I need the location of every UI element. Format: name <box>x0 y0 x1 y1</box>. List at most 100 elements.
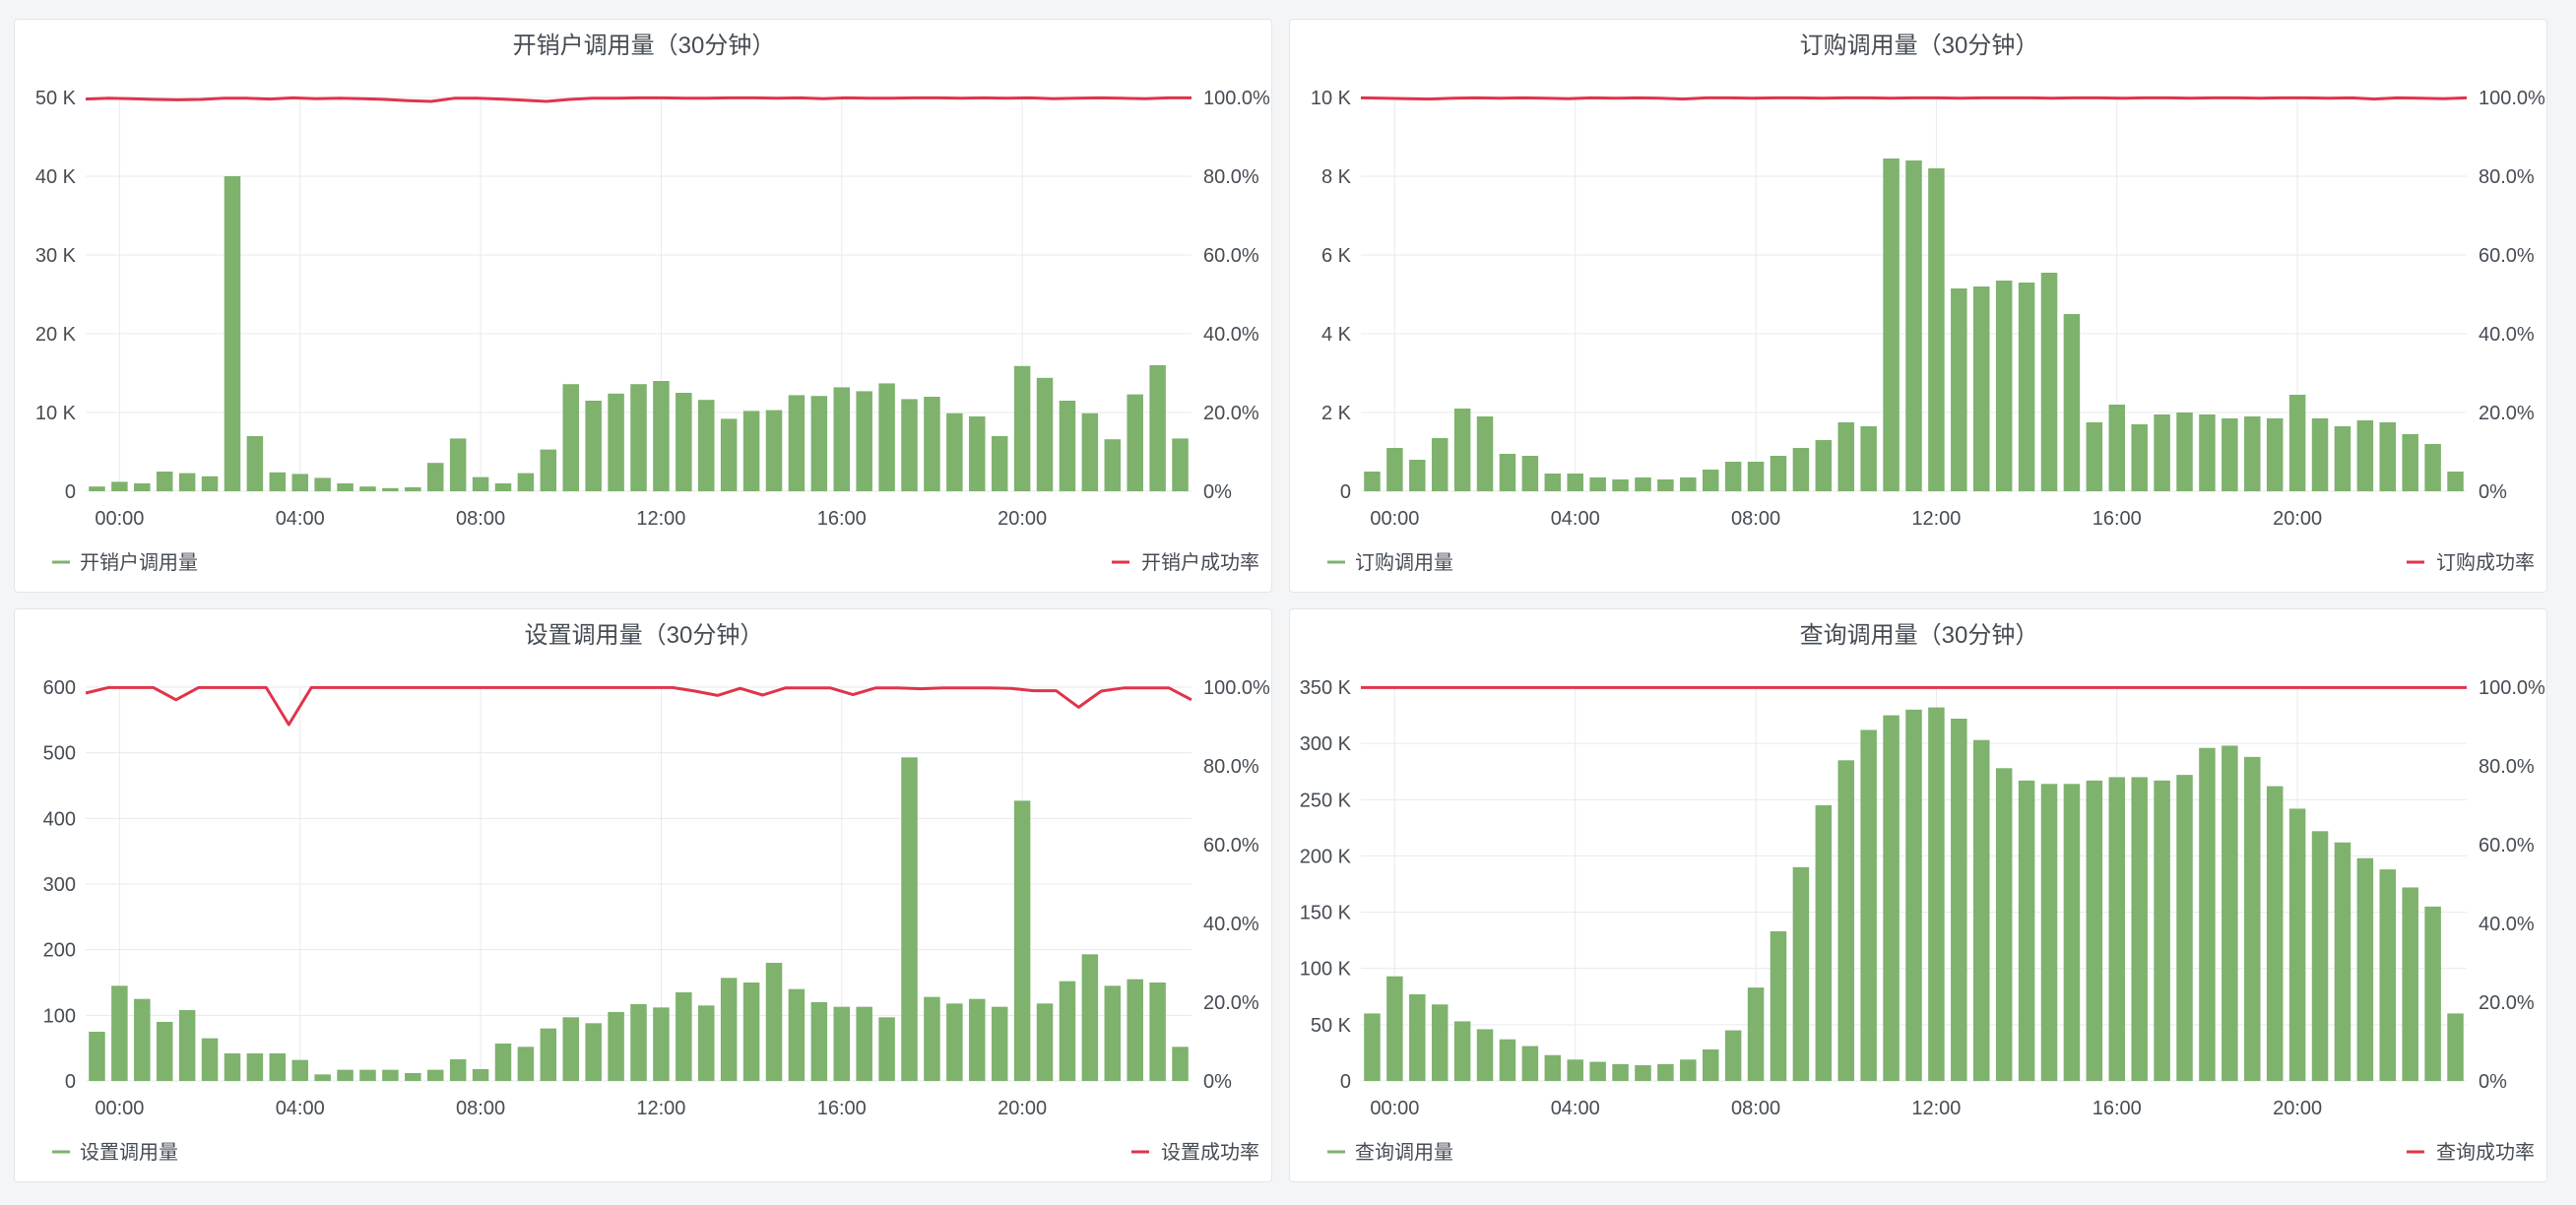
bar <box>1860 729 1877 1081</box>
bar <box>1149 365 1166 491</box>
y-tick-label: 100 K <box>1300 959 1352 981</box>
chart-title: 设置调用量（30分钟） <box>525 622 764 649</box>
legend-label-bar: 开销户调用量 <box>80 551 198 574</box>
x-tick-label: 04:00 <box>276 1098 325 1119</box>
bar <box>2131 424 2148 491</box>
x-tick-label: 12:00 <box>1911 1098 1961 1119</box>
success-rate-line <box>85 95 1191 103</box>
bar <box>742 411 760 491</box>
chart-svg: 查询调用量（30分钟） 0 50 K 100 K 150 K 200 K 250 K 300 … <box>1300 622 2545 1164</box>
bar <box>540 449 557 491</box>
y-tick-label: 40 K <box>35 166 77 188</box>
bar <box>1499 454 1516 491</box>
y2-tick-label: 0% <box>2479 481 2507 503</box>
bar <box>810 396 828 491</box>
bar <box>2288 808 2306 1081</box>
bar <box>2311 831 2329 1081</box>
bar <box>426 1069 444 1081</box>
bar <box>1883 159 1900 491</box>
bar <box>810 1002 828 1081</box>
bar <box>2379 422 2397 491</box>
y2-tick-label: 0% <box>2479 1071 2507 1093</box>
bar <box>1770 931 1787 1081</box>
y-tick-label: 0 <box>65 481 76 503</box>
chart-panel-settings: 设置调用量（30分钟） 0 100 200 300 400 500 600 0% 20.0% 40.… <box>14 608 1272 1182</box>
bar <box>2244 756 2261 1081</box>
y2-tick-label: 20.0% <box>1203 992 1259 1014</box>
bar <box>472 476 489 491</box>
bar <box>201 1038 219 1081</box>
y2-tick-label: 40.0% <box>1203 324 1259 346</box>
bar <box>517 1046 535 1081</box>
bar <box>1612 479 1629 491</box>
bar <box>742 983 760 1081</box>
bar <box>2040 273 2058 491</box>
x-tick-label: 04:00 <box>1551 1098 1600 1119</box>
bar <box>2063 784 2081 1081</box>
y2-tick-label: 60.0% <box>2479 245 2535 267</box>
bar <box>1081 412 1099 491</box>
y-tick-label: 100 <box>43 1005 76 1027</box>
bar <box>291 474 308 491</box>
bar <box>1386 448 1403 491</box>
bar <box>269 1053 287 1081</box>
chart-svg: 开销户调用量（30分钟） 0 10 K 20 K 30 K 40 K 50 K 0% 20.0%… <box>35 32 1270 574</box>
bar <box>1770 456 1787 491</box>
bar <box>337 1069 354 1081</box>
y2-tick-label: 0% <box>1203 481 1232 503</box>
bar <box>201 476 219 491</box>
bar <box>1521 1046 1539 1081</box>
bar <box>653 381 670 491</box>
y-tick-label: 300 <box>43 874 76 896</box>
bar <box>1386 976 1403 1081</box>
bar <box>2176 775 2193 1081</box>
bar <box>1792 448 1810 491</box>
bar <box>1059 401 1076 491</box>
bar <box>246 436 264 491</box>
bar <box>224 176 241 491</box>
y2-tick-label: 40.0% <box>1203 914 1259 935</box>
y-tick-label: 400 <box>43 808 76 830</box>
bar <box>1172 1046 1189 1081</box>
legend-label-bar: 查询调用量 <box>1355 1141 1453 1164</box>
x-tick-label: 08:00 <box>1731 1098 1780 1119</box>
bar <box>676 393 692 491</box>
bar <box>224 1053 241 1081</box>
bar <box>269 472 287 491</box>
bar <box>405 487 421 491</box>
x-tick-label: 04:00 <box>276 508 325 530</box>
bar <box>901 757 918 1081</box>
bar <box>382 487 399 491</box>
bar <box>2334 842 2351 1081</box>
chart-title: 查询调用量（30分钟） <box>1800 622 2039 649</box>
y-tick-label: 200 <box>43 940 76 962</box>
bar <box>833 387 851 491</box>
x-tick-label: 04:00 <box>1551 508 1600 530</box>
y-tick-label: 0 <box>1340 481 1351 503</box>
bar <box>359 486 376 491</box>
bar <box>2154 780 2170 1081</box>
bar <box>2199 747 2216 1081</box>
y2-tick-label: 40.0% <box>2479 914 2535 935</box>
y2-tick-label: 0% <box>1203 1071 1232 1093</box>
bar <box>1104 985 1122 1081</box>
bar <box>2063 314 2081 491</box>
bar <box>608 393 624 491</box>
chart-title: 订购调用量（30分钟） <box>1800 32 2039 59</box>
bar <box>517 473 535 491</box>
bar <box>585 401 602 491</box>
y2-tick-label: 80.0% <box>2479 756 2535 778</box>
bar <box>833 1006 851 1081</box>
y-tick-label: 200 K <box>1300 846 1352 867</box>
y2-tick-label: 40.0% <box>2479 324 2535 346</box>
bar <box>856 1006 872 1081</box>
bar <box>291 1059 308 1081</box>
bar <box>1724 1030 1742 1081</box>
chart-title: 开销户调用量（30分钟） <box>513 32 776 59</box>
x-tick-label: 12:00 <box>636 508 685 530</box>
y-tick-label: 6 K <box>1321 245 1352 267</box>
bar <box>1680 477 1697 491</box>
bar <box>2222 418 2238 491</box>
y-tick-label: 10 K <box>35 403 77 424</box>
y-tick-label: 50 K <box>35 88 77 109</box>
